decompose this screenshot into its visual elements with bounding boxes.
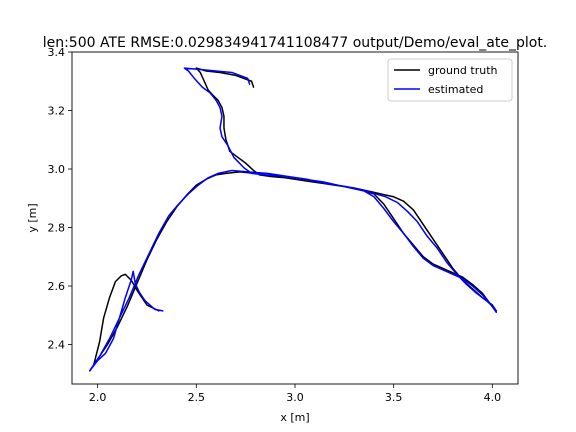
- x-tick-label: 2.5: [188, 391, 206, 404]
- x-tick-label: 3.0: [286, 391, 304, 404]
- y-tick-label: 3.2: [48, 105, 66, 118]
- y-tick-label: 2.4: [48, 339, 66, 352]
- y-tick-label: 2.8: [48, 222, 66, 235]
- y-tick-label: 3.0: [48, 163, 66, 176]
- y-axis-ticks: 2.4 2.6 2.8 3.0 3.2 3.4: [48, 46, 72, 352]
- x-axis-ticks: 2.0 2.5 3.0 3.5 4.0: [89, 384, 501, 404]
- y-axis-label: y [m]: [26, 203, 39, 232]
- series-line-ground-truth: [89, 67, 498, 372]
- x-axis-label: x [m]: [280, 411, 309, 424]
- chart-title: len:500 ATE RMSE:0.029834941741108477 ou…: [43, 35, 548, 51]
- x-tick-label: 2.0: [89, 391, 107, 404]
- legend-label-estimated: estimated: [428, 83, 483, 96]
- x-tick-label: 4.0: [484, 391, 502, 404]
- y-tick-label: 2.6: [48, 280, 66, 293]
- series-line-estimated: [89, 67, 498, 372]
- legend: ground truth estimated: [387, 58, 513, 102]
- x-tick-label: 3.5: [385, 391, 403, 404]
- series-layer: [89, 67, 498, 372]
- plot-frame: [71, 51, 519, 385]
- y-tick-label: 3.4: [48, 46, 66, 59]
- legend-label-ground-truth: ground truth: [428, 64, 498, 77]
